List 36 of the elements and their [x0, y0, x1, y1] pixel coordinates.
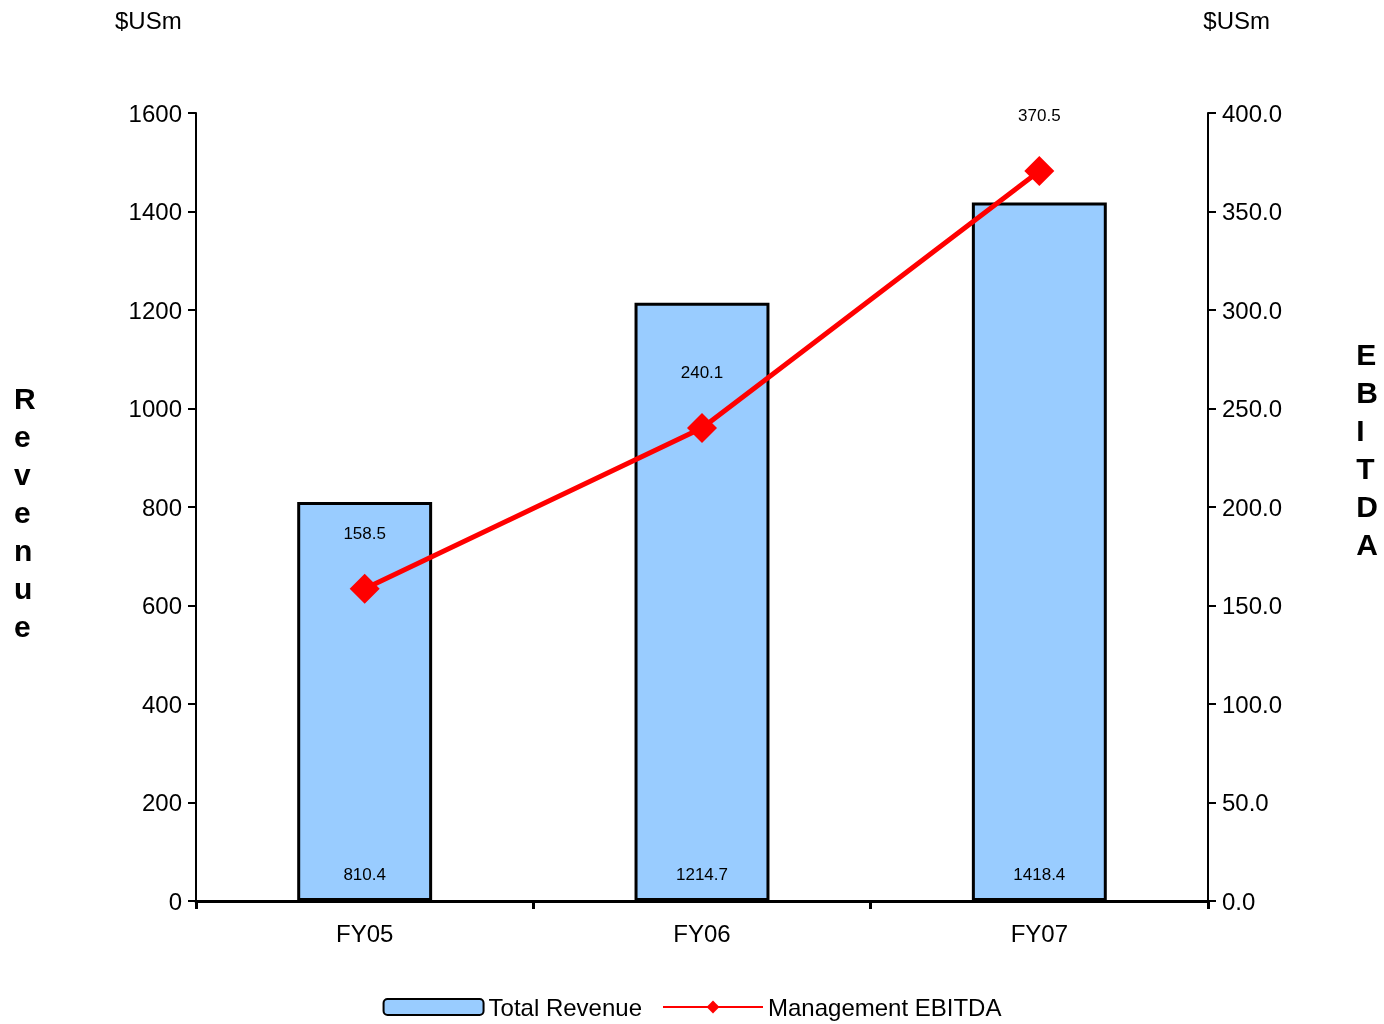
y-tick-label: 1000 [128, 395, 182, 422]
y2-tick-label: 150.0 [1222, 592, 1283, 619]
y2-tick-label: 250.0 [1222, 395, 1283, 422]
y2-tick-label: 200.0 [1222, 493, 1283, 521]
y2-tick-label: 300.0 [1222, 296, 1283, 324]
legend-label: Management EBITDA [768, 993, 1002, 1021]
y-axis-title: Revenue [14, 381, 36, 643]
point [687, 413, 717, 443]
x-tick-label: FY07 [1010, 919, 1069, 947]
y2-tick-label: 100.0 [1222, 690, 1283, 718]
point [349, 573, 380, 604]
text: $USm [1203, 6, 1271, 34]
y2-tick-label: 50.0 [1222, 789, 1269, 816]
data-label: 1214.7 [676, 865, 728, 884]
x-tick-label: FY05 [335, 919, 394, 947]
data-label: 370.5 [1018, 106, 1061, 126]
y-tick-label: 0 [168, 887, 182, 915]
text: $USm [115, 6, 182, 34]
data-label: 240.1 [680, 363, 724, 382]
y-tick-label: 1200 [128, 296, 182, 324]
point [1024, 156, 1055, 187]
data-label: 158.5 [343, 523, 386, 543]
y-tick-label: 1400 [128, 198, 182, 225]
y-tick-label: 800 [141, 493, 182, 521]
legend-label: Total Revenue [488, 993, 642, 1021]
y-tick-label: 200 [141, 789, 182, 816]
data-label: 1418.4 [1013, 865, 1066, 884]
x-tick-label: FY06 [673, 919, 731, 947]
y-tick-label: 600 [141, 592, 182, 619]
y-tick-label: 400 [141, 690, 182, 718]
data-label: 810.4 [343, 865, 386, 884]
y2-axis-title: EBITDA [1356, 337, 1379, 561]
y-tick-label: 1600 [128, 99, 182, 127]
y2-tick-label: 0.0 [1222, 887, 1256, 915]
y2-tick-label: 400.0 [1222, 99, 1283, 127]
y2-tick-label: 350.0 [1222, 198, 1283, 225]
